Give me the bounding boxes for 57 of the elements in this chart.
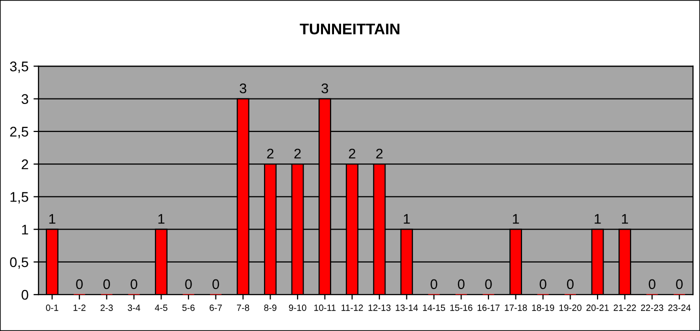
chart-title: TUNNEITTAIN: [300, 24, 400, 34]
x-tick-label: 13-14: [396, 304, 418, 311]
data-label: 1: [512, 214, 519, 224]
x-tick-label: 15-16: [450, 304, 472, 311]
x-tick-label: 2-3: [100, 304, 113, 311]
y-tick-label: 1: [22, 224, 28, 234]
data-label: 0: [540, 279, 546, 290]
x-tick-label: 6-7: [210, 304, 222, 311]
x-tick-label: 20-21: [586, 304, 609, 311]
data-label: 0: [103, 279, 110, 290]
y-tick-label: 3: [22, 94, 28, 104]
x-tick-label: 8-9: [264, 304, 276, 311]
data-label: 0: [458, 279, 465, 290]
x-tick-label: 7-8: [236, 304, 250, 311]
x-tick-label: 11-12: [342, 304, 363, 311]
data-label: 0: [430, 279, 438, 290]
x-tick-label: 14-15: [423, 304, 446, 311]
x-tick-label: 5-6: [182, 304, 195, 311]
x-tick-label: 21-22: [614, 304, 636, 311]
y-tick-label: 2,5: [10, 126, 28, 138]
x-tick-label: 17-18: [504, 304, 527, 311]
data-label: 2: [267, 148, 274, 158]
x-tick-label: 16-17: [478, 304, 500, 311]
data-label: 0: [648, 279, 656, 290]
data-label: 0: [185, 279, 192, 290]
data-label: 2: [376, 148, 383, 158]
x-tick-label: 19-20: [559, 304, 582, 311]
data-label: 0: [566, 279, 574, 290]
y-tick-label: 0,5: [10, 257, 28, 269]
data-label: 0: [485, 279, 492, 290]
x-tick-label: 18-19: [532, 304, 554, 311]
data-label: 3: [240, 83, 246, 94]
data-label: 2: [348, 148, 356, 158]
data-label: 1: [622, 214, 628, 224]
data-label: 2: [294, 148, 301, 158]
x-tick-label: 10-11: [314, 304, 336, 311]
y-tick-label: 2: [22, 159, 28, 170]
x-tick-label: 22-23: [641, 304, 664, 311]
y-tick-label: 3,5: [10, 62, 28, 74]
y-tick-label: 0: [22, 290, 28, 300]
data-label: 1: [158, 214, 164, 224]
x-tick-label: 12-13: [368, 304, 391, 311]
data-label: 0: [76, 279, 83, 290]
x-tick-label: 1-2: [74, 304, 86, 311]
x-tick-label: 0-1: [46, 304, 58, 311]
y-tick-label: 1,5: [10, 192, 28, 204]
data-label: 1: [594, 214, 601, 224]
data-label: 0: [130, 279, 138, 290]
data-label: 1: [49, 214, 56, 224]
data-label: 0: [676, 279, 683, 290]
data-label: 0: [212, 279, 220, 290]
x-tick-label: 9-10: [288, 304, 306, 311]
x-tick-label: 4-5: [154, 304, 168, 311]
data-label: 3: [322, 83, 328, 94]
data-label: 1: [404, 214, 410, 224]
x-tick-label: 23-24: [668, 304, 691, 311]
x-tick-label: 3-4: [128, 304, 140, 311]
